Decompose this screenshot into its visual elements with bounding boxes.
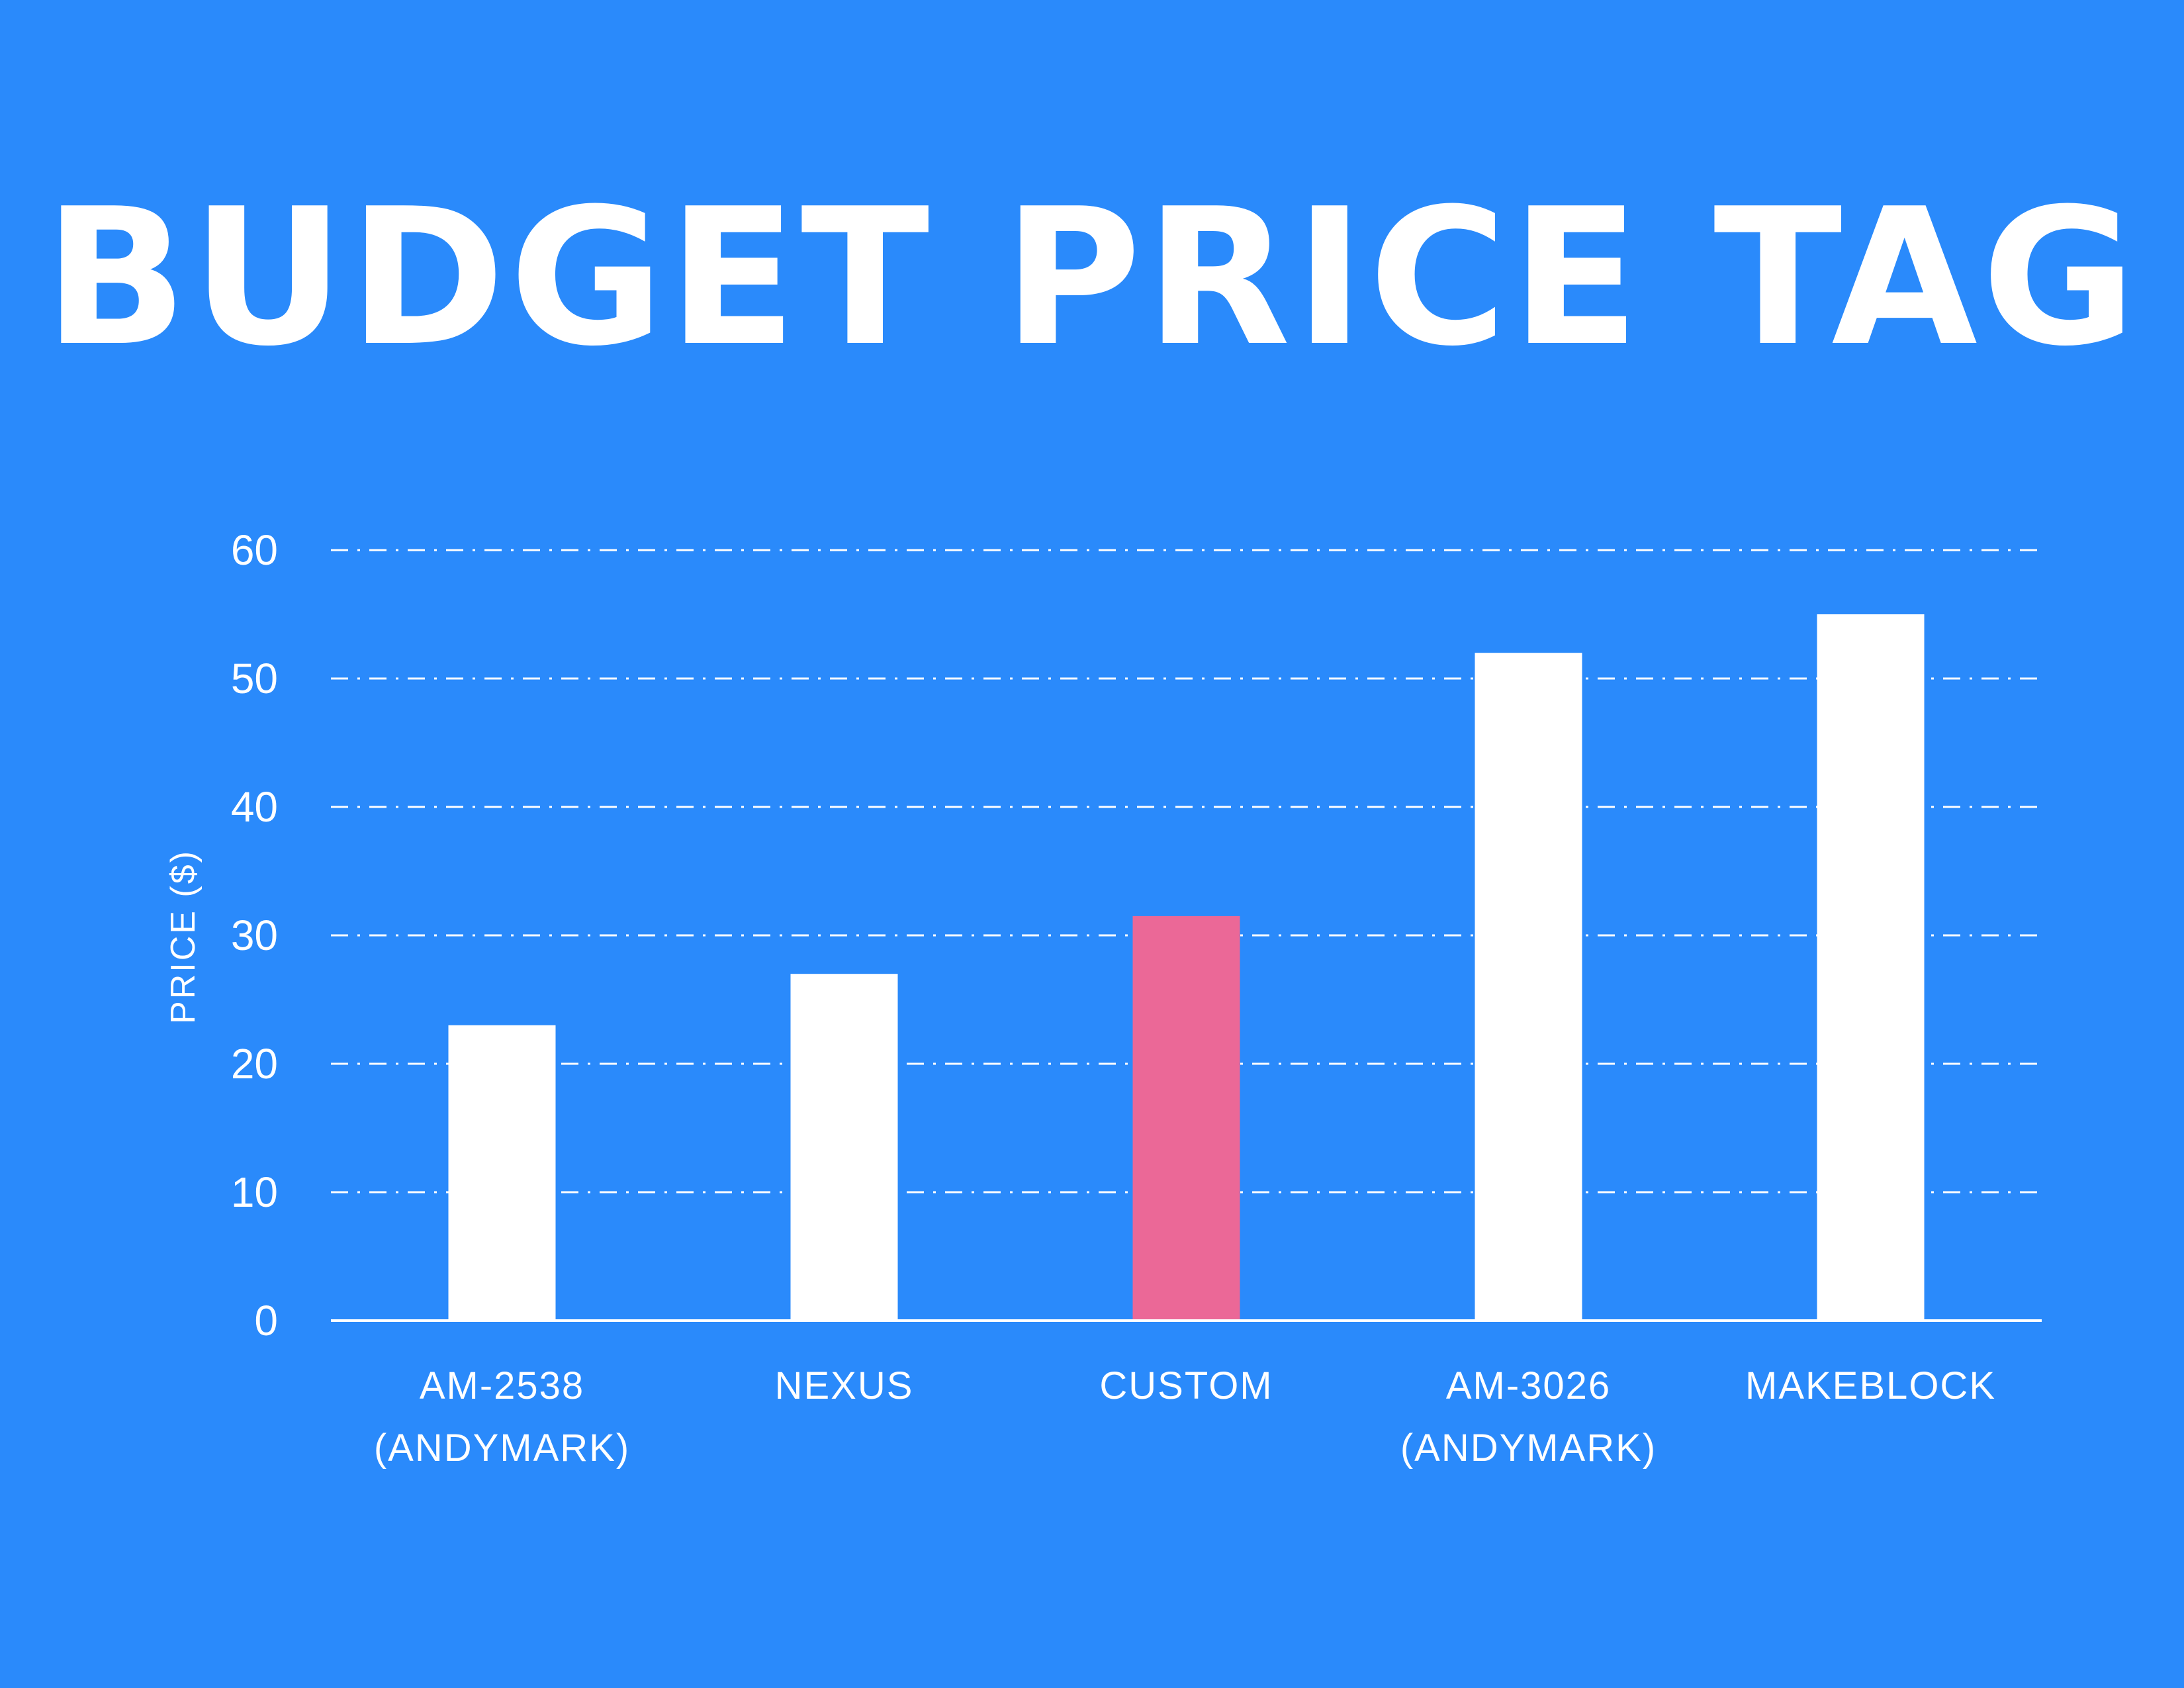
y-tick-label: 10 [231, 1168, 278, 1216]
y-tick-labels: 0 10 20 30 40 50 60 [231, 526, 278, 1344]
bar-makeblock [1817, 614, 1925, 1321]
x-category-label: AM-3026 (ANDYMARK) [1400, 1364, 1657, 1470]
x-category-label: CUSTOM [1099, 1364, 1273, 1407]
y-tick-label: 60 [231, 526, 278, 574]
y-tick-label: 50 [231, 655, 278, 702]
bar-custom [1132, 915, 1240, 1321]
y-tick-label: 40 [231, 783, 278, 831]
bar-am-2538 [448, 1025, 556, 1321]
x-category-label: MAKEBLOCK [1745, 1364, 1996, 1407]
y-axis-title: PRICE ($) [164, 849, 203, 1024]
chart-title: BUDGET PRICE TAG [44, 168, 2140, 388]
y-tick-label: 20 [231, 1040, 278, 1088]
bar-nexus [790, 974, 898, 1321]
x-category-labels: AM-2538 (ANDYMARK) NEXUS CUSTOM AM-3026 (ANDY… [374, 1364, 1996, 1470]
x-category-label: AM-2538 (ANDYMARK) [374, 1364, 630, 1470]
y-tick-label: 30 [231, 912, 278, 959]
x-category-label: NEXUS [775, 1364, 914, 1407]
bar-am-3026 [1475, 653, 1582, 1321]
bars [448, 614, 1925, 1321]
y-tick-label: 0 [254, 1297, 278, 1344]
